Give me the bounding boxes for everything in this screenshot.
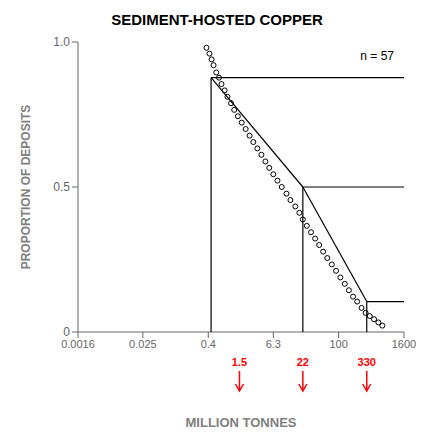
html-text:SEDIMENT-HOSTED COPPER: SEDIMENT-HOSTED COPPER [111, 11, 323, 28]
svg-text:22: 22 [297, 356, 309, 368]
svg-text:PROPORTION OF DEPOSITS: PROPORTION OF DEPOSITS [19, 105, 33, 270]
svg-text:1.5: 1.5 [232, 356, 247, 368]
svg-text:330: 330 [358, 356, 376, 368]
svg-text:0.5: 0.5 [53, 180, 70, 194]
svg-text:0.4: 0.4 [201, 338, 216, 350]
svg-text:0.0016: 0.0016 [61, 338, 95, 350]
svg-text:1600: 1600 [392, 338, 416, 350]
svg-text:0: 0 [63, 325, 70, 339]
svg-text:6.3: 6.3 [266, 338, 281, 350]
svg-text:1.0: 1.0 [53, 35, 70, 49]
svg-text:MILLION TONNES: MILLION TONNES [186, 415, 297, 430]
svg-text:100: 100 [329, 338, 347, 350]
svg-text:0.025: 0.025 [129, 338, 157, 350]
svg-text:n = 57: n = 57 [360, 49, 394, 63]
